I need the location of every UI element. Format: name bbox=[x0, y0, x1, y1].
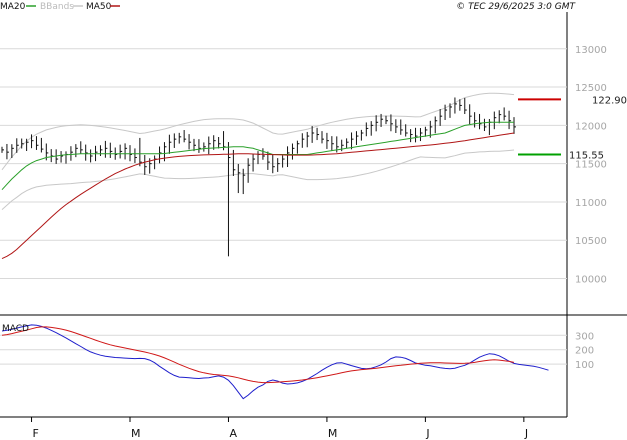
bband-upper-line bbox=[1, 92, 515, 171]
series-ma20-line bbox=[1, 121, 514, 191]
x-tick-label: A bbox=[229, 427, 237, 440]
y-tick-label: 100 bbox=[575, 360, 594, 371]
macd-panel-label: MACD bbox=[2, 324, 29, 334]
resistance-label: 122.90 bbox=[592, 95, 627, 106]
x-tick-label: M bbox=[328, 427, 338, 440]
bollinger-bands bbox=[1, 92, 515, 210]
support-marker: 115.55 bbox=[518, 150, 604, 161]
y-tick-label: 13000 bbox=[575, 45, 607, 56]
series-signal-line bbox=[1, 326, 515, 384]
moving-average-lines bbox=[1, 121, 515, 260]
plot-background bbox=[0, 12, 567, 314]
y-tick-label: 10000 bbox=[575, 275, 607, 286]
series-macd-line bbox=[1, 324, 549, 400]
legend-ma50-label: MA50 bbox=[86, 2, 112, 12]
x-tick-label: M bbox=[131, 427, 141, 440]
macd-lines bbox=[1, 324, 549, 400]
copyright-text: © TEC 29/6/2025 3:0 GMT bbox=[456, 2, 576, 12]
series-ma50-line bbox=[1, 132, 515, 260]
x-tick-label: J bbox=[425, 427, 429, 440]
legend-ma20-label: MA20 bbox=[0, 2, 26, 12]
y-tick-label: 12500 bbox=[575, 83, 607, 94]
y-tick-label: 11500 bbox=[575, 160, 607, 171]
x-tick-label: F bbox=[33, 427, 39, 440]
legend-bbands-label: BBands bbox=[40, 2, 74, 12]
macd-y-axis-labels: 100 200 300 bbox=[575, 331, 594, 371]
x-tick-label: J bbox=[524, 427, 528, 440]
y-tick-label: 10500 bbox=[575, 236, 607, 247]
y-tick-label: 200 bbox=[575, 346, 594, 357]
bband-lower-line bbox=[1, 149, 515, 210]
y-tick-label: 300 bbox=[575, 331, 594, 342]
y-tick-label: 12000 bbox=[575, 121, 607, 132]
support-label: 115.55 bbox=[569, 150, 604, 161]
macd-gridlines bbox=[0, 334, 567, 365]
y-tick-label: 11000 bbox=[575, 198, 607, 209]
main-gridlines bbox=[0, 48, 567, 280]
legend: MA20 BBands MA50 bbox=[0, 2, 120, 12]
main-y-axis-labels: 10000 10500 11000 11500 12000 12500 13000 bbox=[575, 45, 607, 286]
price-bars bbox=[1, 97, 516, 257]
resistance-marker: 122.90 bbox=[518, 95, 627, 106]
